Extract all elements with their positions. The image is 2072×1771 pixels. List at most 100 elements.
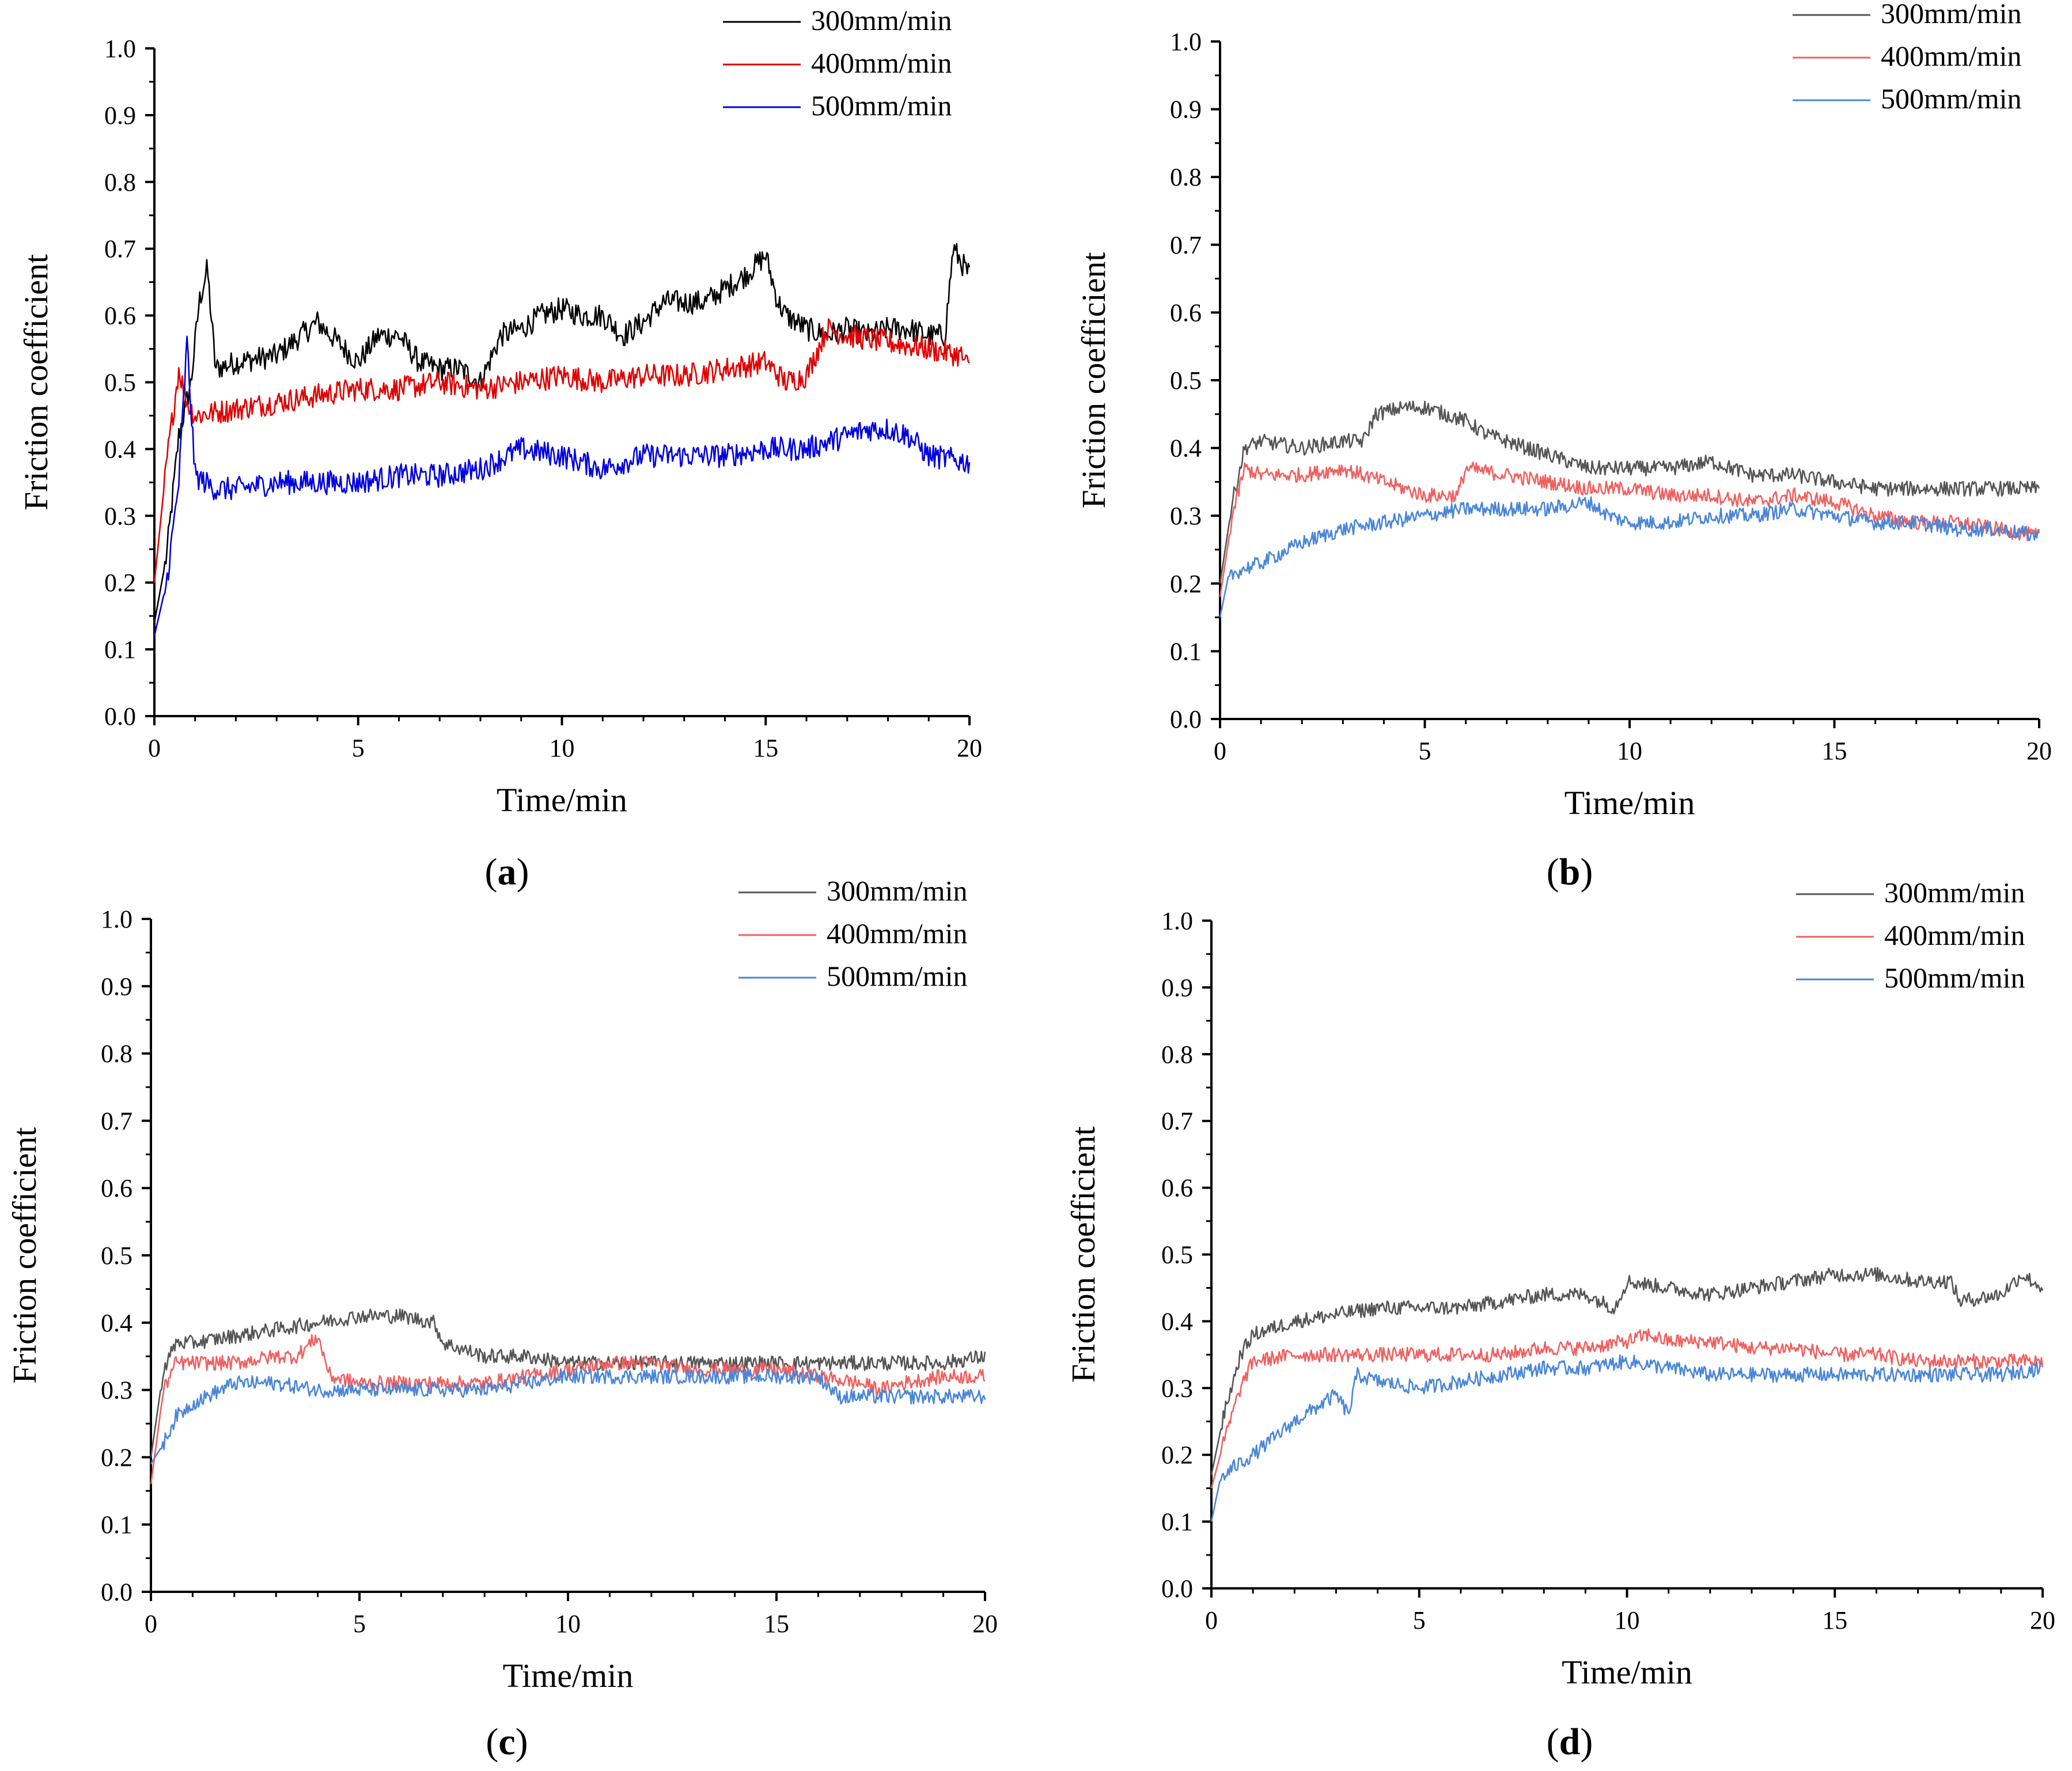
x-axis-title: Time/min	[503, 1657, 634, 1694]
y-tick-label: 0.8	[104, 168, 136, 196]
series-line-400mm/min	[153, 318, 970, 583]
y-tick-label: 0.7	[104, 235, 136, 263]
x-tick-label: 10	[1615, 1606, 1640, 1634]
panel-caption-letter: a	[498, 851, 517, 893]
y-tick-label: 0.9	[1170, 96, 1202, 124]
panel-caption-letter: c	[498, 1721, 515, 1763]
y-tick-label: 1.0	[1161, 907, 1193, 935]
x-tick-label: 20	[972, 1610, 998, 1638]
legend-label: 500mm/min	[1881, 82, 2021, 115]
y-tick-label: 0.4	[1161, 1307, 1193, 1335]
series-line-500mm/min	[1219, 496, 2040, 618]
legend-label: 400mm/min	[1881, 40, 2021, 72]
y-tick-label: 0.4	[101, 1309, 132, 1337]
legend-label: 400mm/min	[1884, 919, 2025, 951]
legend-label: 300mm/min	[1881, 0, 2021, 29]
y-tick-label: 0.7	[101, 1107, 132, 1135]
panel-caption: (d)	[1547, 1721, 1593, 1763]
y-tick-label: 0.3	[101, 1376, 132, 1405]
y-tick-label: 0.5	[104, 369, 136, 397]
panel-caption-letter: d	[1559, 1721, 1581, 1763]
x-axis-title: Time/min	[1562, 1653, 1692, 1691]
x-tick-label: 15	[1822, 737, 1847, 765]
x-tick-label: 5	[1419, 737, 1431, 765]
x-tick-label: 0	[1205, 1606, 1218, 1634]
panel-caption-letter: b	[1559, 851, 1581, 893]
series-line-500mm/min	[1210, 1354, 2043, 1522]
y-tick-label: 1.0	[101, 905, 132, 933]
y-tick-label: 0.7	[1170, 231, 1202, 259]
x-tick-label: 15	[1822, 1606, 1847, 1634]
y-tick-label: 0.8	[1161, 1040, 1193, 1069]
y-axis-title: Friction coefficient	[1065, 1126, 1102, 1383]
x-tick-label: 10	[1617, 737, 1642, 765]
series-line-400mm/min	[1210, 1328, 2044, 1489]
legend-label: 300mm/min	[827, 875, 967, 907]
x-tick-label: 5	[353, 1610, 366, 1638]
x-tick-label: 20	[2030, 1606, 2055, 1634]
y-tick-label: 0.5	[101, 1242, 132, 1270]
panel-caption: (c)	[486, 1721, 528, 1763]
chart-panel-d: 0.0 0.1 0.2 0.3 0.4 0.5 0.6 0.7 0.8 0.9 1.0 0 5 10 15 2…	[1065, 876, 2055, 1763]
legend-label: 300mm/min	[811, 4, 952, 36]
series-line-300mm/min	[153, 243, 971, 623]
y-tick-label: 1.0	[1170, 28, 1202, 56]
y-tick-label: 0.0	[1161, 1575, 1193, 1603]
series-line-300mm/min	[1219, 400, 2040, 584]
x-tick-label: 10	[550, 734, 575, 762]
y-tick-label: 0.2	[1161, 1441, 1193, 1469]
panel-caption: (b)	[1547, 851, 1593, 893]
x-tick-label: 20	[2026, 737, 2052, 765]
y-tick-label: 0.2	[104, 569, 136, 597]
y-axis-title: Friction coefficient	[6, 1127, 43, 1383]
y-tick-label: 0.6	[101, 1174, 132, 1202]
y-tick-label: 0.3	[1161, 1374, 1193, 1402]
x-tick-label: 5	[1413, 1606, 1426, 1634]
x-axis-title: Time/min	[497, 781, 627, 819]
x-tick-label: 0	[148, 734, 161, 762]
x-tick-label: 10	[555, 1610, 581, 1638]
chart-panel-c: 0.0 0.1 0.2 0.3 0.4 0.5 0.6 0.7 0.8 0.9 1.0 0 5 10 15 2…	[6, 875, 998, 1763]
chart-panel-b: 0.0 0.1 0.2 0.3 0.4 0.5 0.6 0.7 0.8 0.9 1.0 0 5 10 15 2…	[1075, 0, 2052, 893]
y-tick-label: 0.6	[104, 302, 136, 330]
y-tick-label: 0.6	[1170, 298, 1202, 327]
y-tick-label: 0.8	[1170, 163, 1202, 191]
y-axis-title: Friction coefficient	[17, 254, 55, 510]
x-tick-label: 0	[145, 1610, 157, 1638]
legend-label: 500mm/min	[811, 89, 952, 122]
y-tick-label: 0.3	[104, 502, 136, 530]
legend-label: 400mm/min	[811, 47, 952, 79]
y-tick-label: 0.2	[101, 1443, 132, 1471]
y-axis-title: Friction coefficient	[1075, 252, 1112, 508]
y-tick-label: 0.0	[101, 1578, 132, 1606]
x-tick-label: 15	[764, 1610, 789, 1638]
y-tick-label: 0.7	[1161, 1107, 1193, 1136]
series-line-300mm/min	[150, 1308, 986, 1458]
y-tick-label: 0.4	[1170, 434, 1202, 463]
y-tick-label: 0.1	[1161, 1508, 1193, 1536]
series-line-500mm/min	[150, 1368, 986, 1465]
legend-label: 400mm/min	[827, 917, 967, 949]
y-tick-label: 1.0	[104, 35, 136, 63]
y-tick-label: 0.5	[1170, 366, 1202, 395]
legend-label: 500mm/min	[827, 960, 967, 992]
series-line-300mm/min	[1210, 1267, 2044, 1475]
series-line-500mm/min	[153, 335, 971, 637]
x-tick-label: 5	[352, 734, 365, 762]
y-tick-label: 0.8	[101, 1040, 132, 1068]
y-tick-label: 0.5	[1161, 1241, 1193, 1269]
legend-label: 300mm/min	[1884, 876, 2025, 909]
y-tick-label: 0.4	[104, 435, 136, 463]
y-tick-label: 0.9	[104, 101, 136, 130]
y-tick-label: 0.6	[1161, 1174, 1193, 1202]
x-tick-label: 15	[753, 734, 778, 762]
x-tick-label: 20	[957, 734, 982, 762]
x-axis-title: Time/min	[1565, 784, 1695, 822]
y-tick-label: 0.9	[1161, 974, 1193, 1002]
y-tick-label: 0.2	[1170, 570, 1202, 598]
y-tick-label: 0.0	[1170, 705, 1202, 733]
x-tick-label: 0	[1214, 737, 1226, 765]
panel-caption: (a)	[485, 851, 529, 893]
